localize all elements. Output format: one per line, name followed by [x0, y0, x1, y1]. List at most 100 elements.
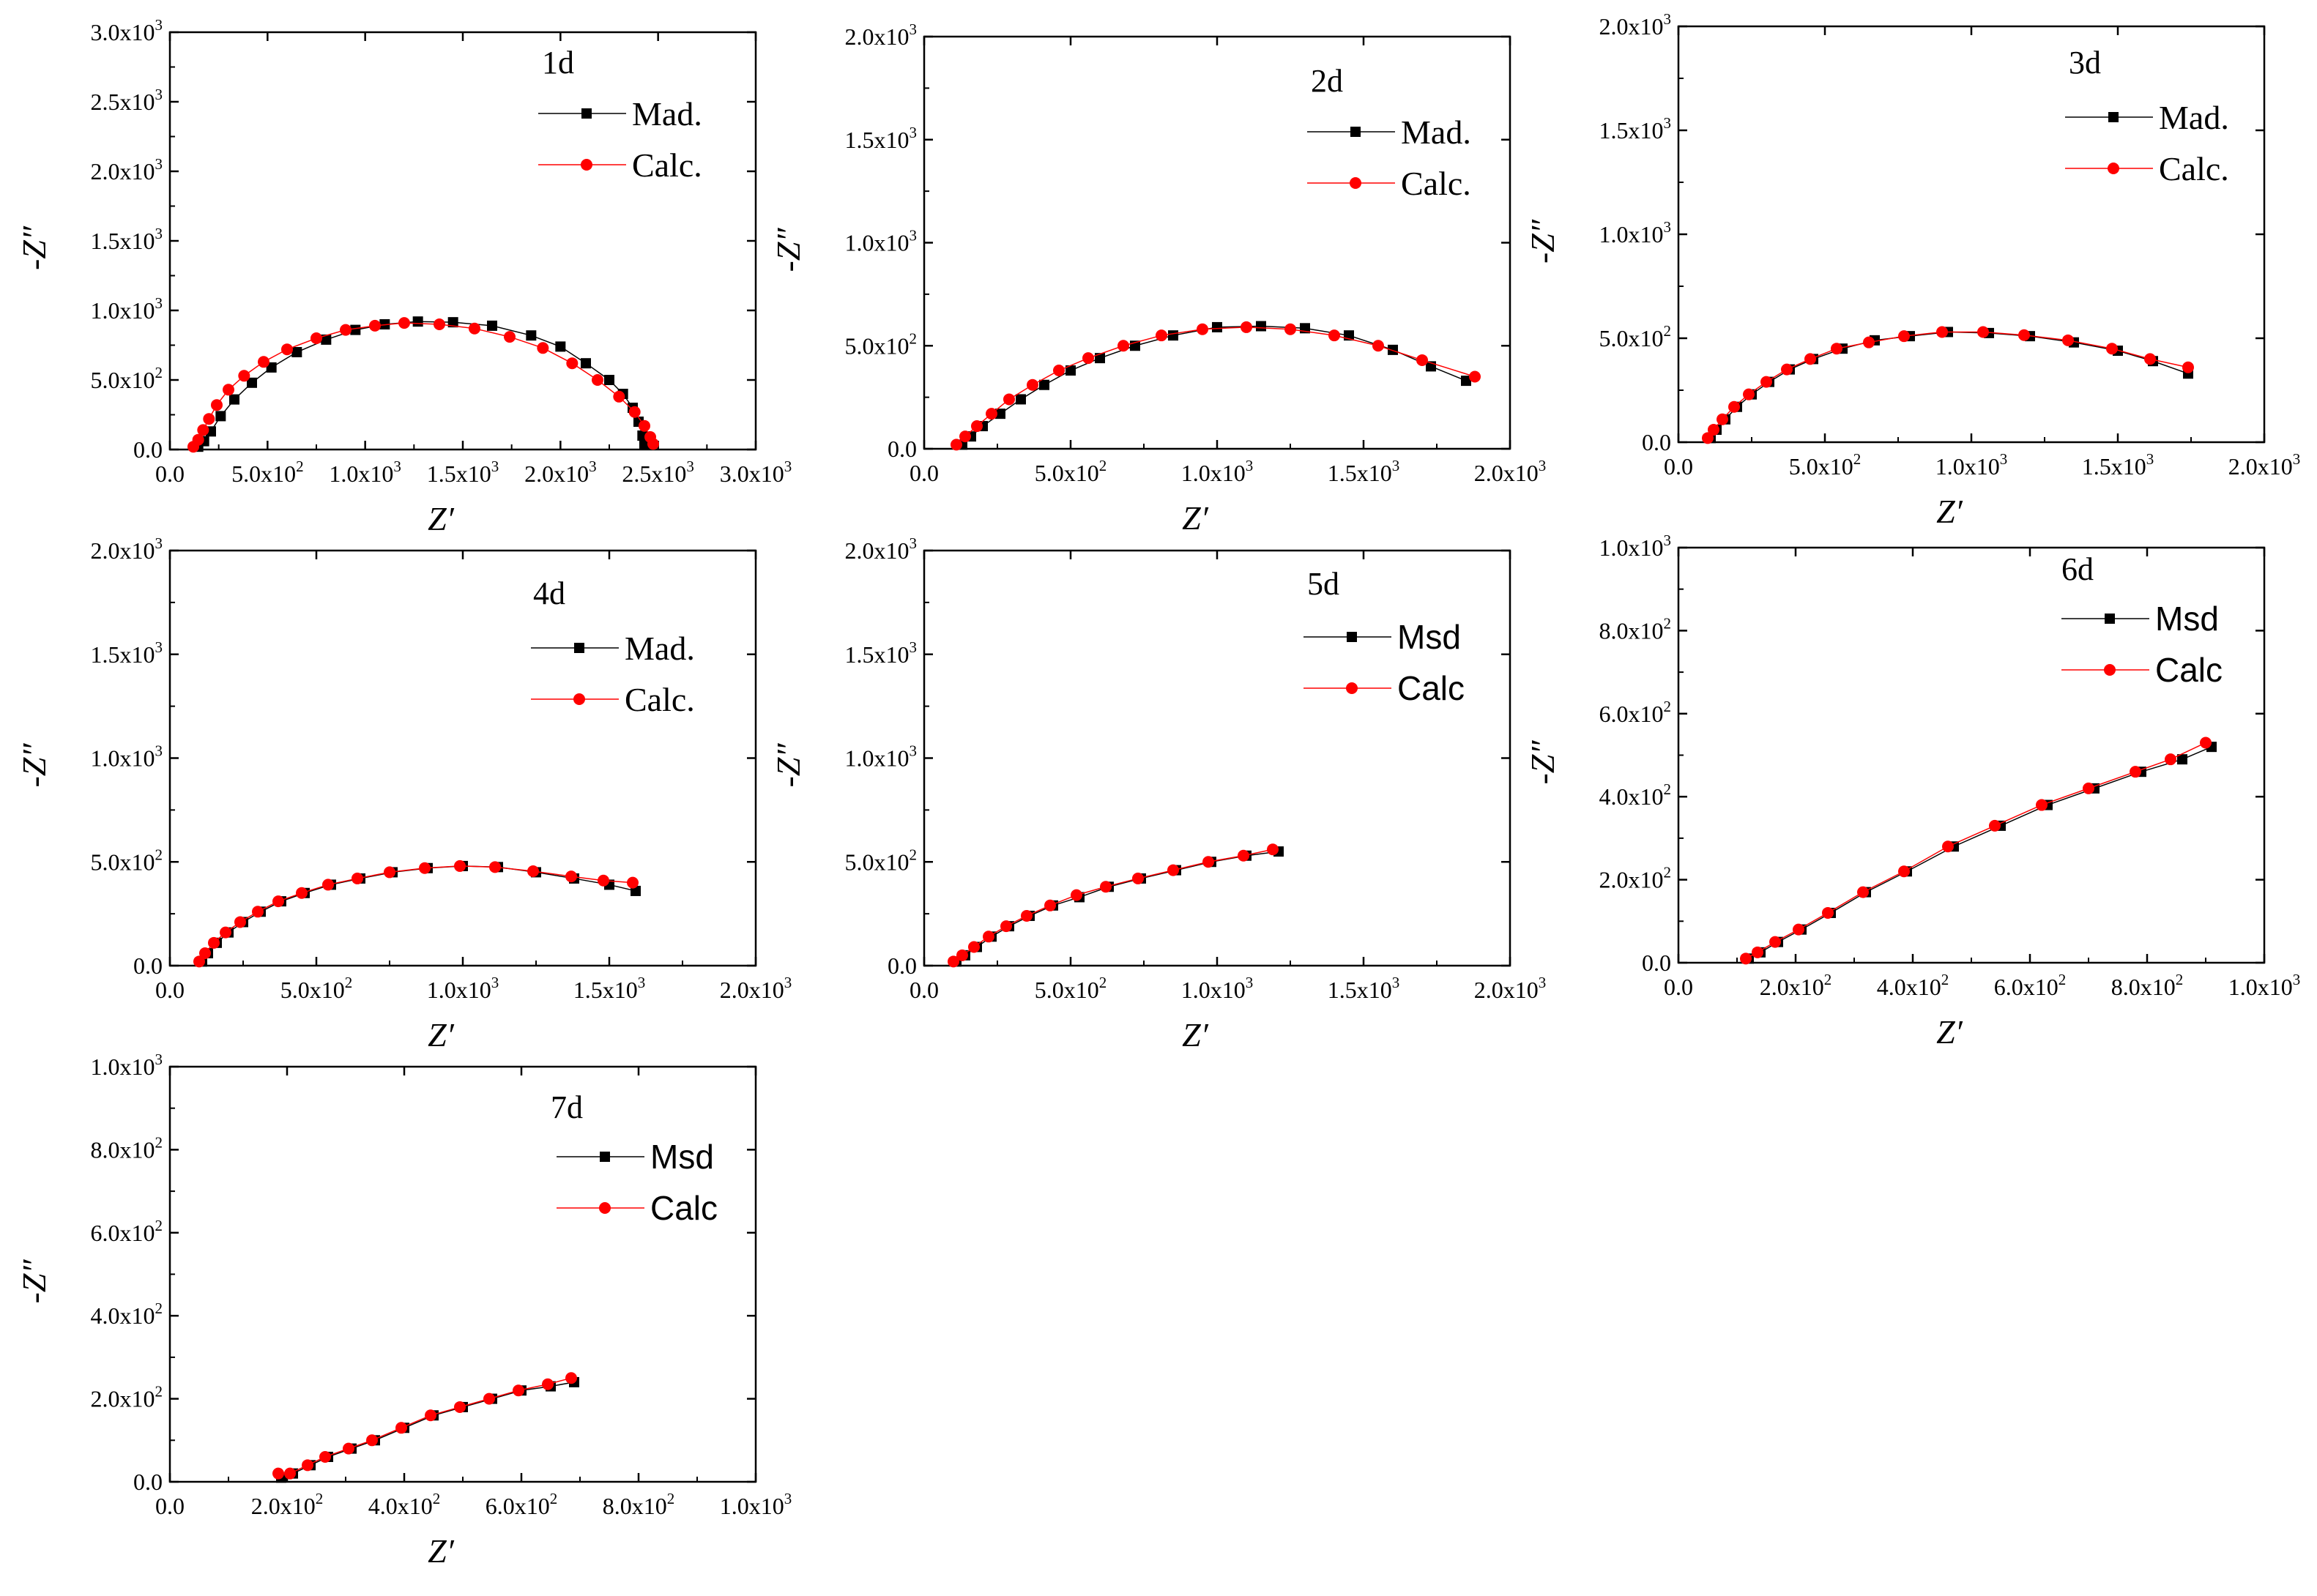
chart-panel-4d: 0.0 5.0x102 1.0x103 1.5x103 2.0x103 0.0 5.0x10… [15, 534, 792, 1054]
calculated-point [211, 399, 223, 411]
y-tick-label: 5.0x102 [845, 329, 918, 359]
x-tick-label: 4.0x102 [368, 1490, 441, 1519]
panel-label: 3d [2069, 45, 2101, 81]
calculated-point [1831, 343, 1842, 355]
measured-line [280, 1381, 575, 1479]
plot-frame [923, 549, 1511, 967]
calculated-point [1898, 330, 1910, 343]
calculated-point [272, 1467, 284, 1480]
calculated-point [537, 342, 549, 354]
calculated-point [284, 1467, 296, 1480]
calculated-point [2130, 766, 2141, 778]
legend-marker-calculated [1346, 682, 1358, 694]
calculated-point [310, 332, 322, 344]
calculated-point [1769, 936, 1781, 948]
calculated-point [1793, 923, 1804, 936]
calculated-point [1071, 889, 1082, 901]
calculated-point [1132, 872, 1144, 884]
calculated-point [2036, 799, 2048, 811]
calculated-point [1752, 946, 1763, 958]
y-tick-label: 0.0 [888, 952, 917, 979]
y-tick-label: 2.0x102 [91, 1383, 163, 1412]
y-tick-label: 0.0 [888, 436, 917, 462]
x-tick-label: 1.0x103 [1181, 457, 1254, 486]
calculated-point [1740, 952, 1752, 965]
legend-marker-calculated [2104, 664, 2116, 676]
calculated-point [613, 390, 625, 403]
measured-point [266, 362, 277, 373]
calculated-point [322, 879, 334, 891]
calculated-point [197, 424, 209, 436]
calculated-point [1469, 370, 1481, 383]
calculated-point [425, 1409, 436, 1422]
x-tick-label: 2.5x103 [622, 458, 694, 487]
x-tick-label: 2.0x103 [720, 974, 792, 1003]
measured-point [247, 377, 257, 388]
series-measured [276, 1376, 579, 1483]
calculated-point [968, 941, 980, 953]
legend-marker-calculated [1350, 177, 1361, 189]
panel-label: 5d [1307, 566, 1339, 602]
y-tick-label: 2.0x103 [1599, 10, 1672, 40]
calculated-point [1936, 326, 1948, 338]
y-tick-label: 0.0 [133, 436, 163, 463]
calculated-point [192, 433, 204, 446]
calculated-point [1898, 865, 1910, 878]
x-tick-label: 5.0x102 [1789, 450, 1862, 480]
calculated-point [2182, 361, 2194, 373]
calculated-point [959, 430, 971, 443]
y-tick-label: 2.0x103 [91, 534, 163, 564]
y-tick-label: 8.0x102 [91, 1133, 163, 1163]
measured-point [555, 341, 566, 352]
y-axis-title: -Z″ [15, 225, 53, 270]
calculated-point [1156, 329, 1167, 342]
legend: Msd Calc [1303, 618, 1465, 707]
panel-label: 2d [1311, 63, 1343, 99]
measured-point [995, 409, 1005, 419]
y-axis-title: -Z″ [15, 743, 53, 788]
calculated-point [469, 322, 480, 335]
measured-point [1016, 394, 1026, 405]
calculated-point [1003, 393, 1015, 406]
x-axis-title: Z′ [1936, 493, 1963, 530]
measured-point [581, 358, 591, 369]
legend-marker-calculated [599, 1202, 611, 1214]
x-tick-label: 0.0 [155, 460, 185, 487]
legend-label-measured: Mad. [625, 630, 695, 667]
calculated-point [489, 861, 501, 873]
x-tick-label: 3.0x103 [720, 458, 792, 487]
y-tick-label: 2.0x103 [845, 20, 918, 50]
y-tick-label: 0.0 [133, 1469, 163, 1495]
y-tick-label: 6.0x102 [91, 1217, 163, 1246]
calculated-point [352, 872, 363, 884]
series-calculated [1702, 326, 2194, 444]
calculated-point [513, 1384, 524, 1397]
y-axis-title: -Z″ [15, 1259, 53, 1304]
panel-label: 7d [551, 1089, 583, 1125]
calculated-point [203, 413, 215, 425]
calculated-point [220, 926, 231, 939]
calculated-point [2106, 343, 2118, 355]
x-tick-label: 0.0 [910, 460, 939, 486]
legend-marker-measured [574, 643, 584, 653]
x-tick-label: 1.0x103 [720, 1490, 792, 1519]
x-tick-label: 2.0x103 [524, 458, 597, 487]
series-calculated [951, 321, 1481, 451]
y-tick-label: 1.0x103 [91, 1051, 163, 1080]
calculated-point [1267, 843, 1279, 856]
calculated-point [1053, 365, 1065, 377]
measured-point [447, 317, 458, 328]
x-tick-label: 6.0x102 [1994, 971, 2067, 1000]
y-tick-label: 1.5x103 [91, 225, 163, 254]
legend-marker-measured [2108, 112, 2119, 122]
legend-marker-calculated [581, 159, 592, 171]
x-tick-label: 1.0x103 [1181, 974, 1254, 1003]
x-tick-label: 5.0x102 [231, 458, 304, 487]
calculated-point [639, 419, 650, 432]
x-tick-label: 2.0x103 [2228, 450, 2301, 480]
legend-label-measured: Mad. [1401, 113, 1471, 151]
calculated-point [2018, 329, 2030, 341]
calculated-point [1082, 352, 1094, 365]
y-tick-label: 5.0x102 [845, 846, 918, 875]
